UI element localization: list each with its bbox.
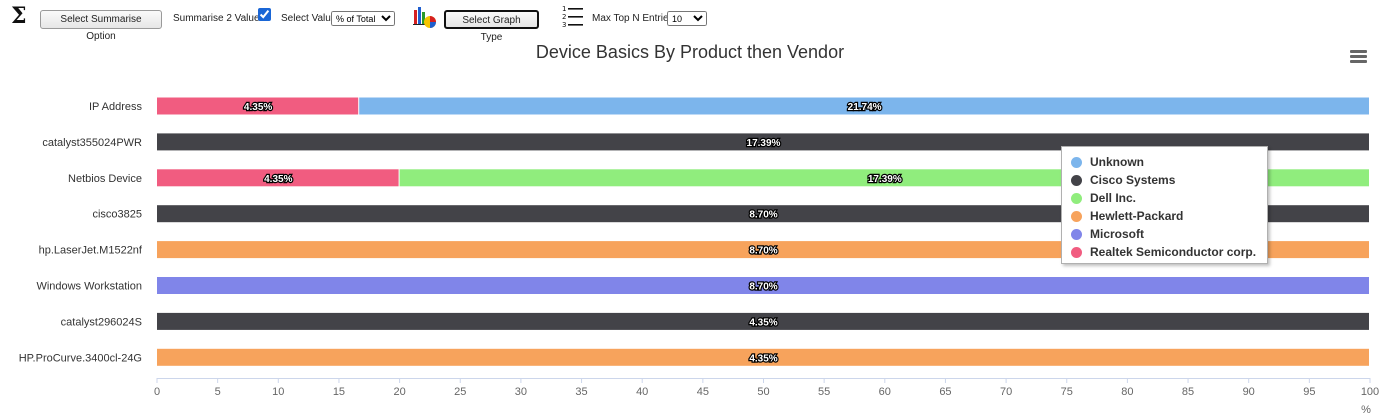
legend-item[interactable]: Unknown xyxy=(1071,153,1267,171)
x-axis-tick-label: 60 xyxy=(879,386,891,398)
x-axis-tick-label: 5 xyxy=(215,386,221,398)
x-axis-tick-label: 65 xyxy=(939,386,951,398)
bar-segment xyxy=(157,348,1369,366)
x-axis-tick-label: 50 xyxy=(757,386,769,398)
x-axis-tick-label: 15 xyxy=(333,386,345,398)
hamburger-menu-icon[interactable] xyxy=(1349,49,1369,65)
legend-item[interactable]: Hewlett-Packard xyxy=(1071,207,1267,225)
legend-item[interactable]: Cisco Systems xyxy=(1071,171,1267,189)
svg-text:1: 1 xyxy=(562,5,566,13)
legend-item-label: Cisco Systems xyxy=(1090,173,1176,187)
data-label: 8.70% xyxy=(749,282,777,293)
category-label: IP Address xyxy=(89,101,142,113)
x-axis-tick-label: 40 xyxy=(636,386,648,398)
legend-item-label: Unknown xyxy=(1090,155,1144,169)
category-label: HP.ProCurve.3400cl-24G xyxy=(19,352,142,364)
x-axis-tick-label: 20 xyxy=(393,386,405,398)
summarise-2-values-checkbox[interactable] xyxy=(258,8,271,21)
category-label: catalyst355024PWR xyxy=(42,137,142,149)
x-axis-tick-label: 30 xyxy=(515,386,527,398)
x-axis-tick-label: 90 xyxy=(1243,386,1255,398)
legend-item-label: Microsoft xyxy=(1090,227,1144,241)
toolbar: Σ Select Summarise Option Summarise 2 Va… xyxy=(0,0,1380,43)
data-label: 21.74% xyxy=(848,102,882,113)
legend-marker-icon xyxy=(1071,210,1082,222)
data-label: 4.35% xyxy=(749,317,777,328)
legend-marker-icon xyxy=(1071,174,1082,186)
data-label: 17.39% xyxy=(868,174,902,185)
x-axis-tick-label: 35 xyxy=(575,386,587,398)
x-axis-tick-label: 25 xyxy=(454,386,466,398)
max-top-n-entries-dropdown[interactable]: 10 xyxy=(667,11,707,26)
select-value-dropdown[interactable]: % of Total xyxy=(331,11,395,26)
legend-item[interactable]: Dell Inc. xyxy=(1071,189,1267,207)
category-label: Windows Workstation xyxy=(36,281,142,293)
x-axis-tick-label: 95 xyxy=(1303,386,1315,398)
legend-marker-icon xyxy=(1071,246,1082,258)
category-label: Netbios Device xyxy=(68,173,142,185)
legend-marker-icon xyxy=(1071,156,1082,168)
bar-segment xyxy=(157,312,1369,330)
select-value-label: Select Value xyxy=(281,13,337,24)
x-axis-tick-label: 70 xyxy=(1000,386,1012,398)
bar-segment xyxy=(157,277,1369,294)
data-label: 8.70% xyxy=(749,210,777,221)
select-summarise-option-button[interactable]: Select Summarise Option xyxy=(40,10,162,42)
x-axis-tick-label: 100 xyxy=(1361,386,1379,398)
data-label: 4.35% xyxy=(244,102,272,113)
bar-segment xyxy=(359,97,1369,115)
legend-marker-icon xyxy=(1071,228,1082,240)
chart-legend: Unknown Cisco Systems Dell Inc. Hewlett-Pac… xyxy=(1061,146,1268,264)
category-label: hp.LaserJet.M1522nf xyxy=(39,245,143,257)
x-axis-tick-label: 0 xyxy=(154,386,160,398)
x-axis-tick-label: 55 xyxy=(818,386,830,398)
legend-item-label: Hewlett-Packard xyxy=(1090,209,1184,223)
legend-item[interactable]: Realtek Semiconductor corp. xyxy=(1071,243,1267,261)
x-axis-tick-label: 85 xyxy=(1182,386,1194,398)
numbered-list-icon: 1 2 3 xyxy=(562,5,583,28)
category-label: cisco3825 xyxy=(92,209,142,221)
x-axis-tick-label: 45 xyxy=(697,386,709,398)
sigma-icon[interactable]: Σ xyxy=(11,3,27,29)
data-label: 4.35% xyxy=(749,353,777,364)
select-graph-type-button[interactable]: Select Graph Type xyxy=(444,10,539,43)
svg-text:2: 2 xyxy=(562,13,566,21)
legend-item[interactable]: Microsoft xyxy=(1071,225,1267,243)
bar-segment xyxy=(157,169,399,187)
x-axis-unit-label: % xyxy=(1361,404,1371,414)
summarise-2-values-label: Summarise 2 Values xyxy=(173,13,265,24)
x-axis-tick-label: 80 xyxy=(1121,386,1133,398)
x-axis-tick-label: 10 xyxy=(272,386,284,398)
chart-title: Device Basics By Product then Vendor xyxy=(535,42,845,62)
bar-segment xyxy=(157,97,359,115)
data-label: 8.70% xyxy=(749,246,777,257)
data-label: 4.35% xyxy=(264,174,292,185)
graph-type-icon[interactable] xyxy=(412,4,438,30)
category-label: catalyst296024S xyxy=(61,316,142,328)
x-axis-tick-label: 75 xyxy=(1061,386,1073,398)
data-label: 17.39% xyxy=(747,138,781,149)
legend-marker-icon xyxy=(1071,192,1082,204)
legend-item-label: Dell Inc. xyxy=(1090,191,1137,205)
max-top-n-entries-label: Max Top N Entries xyxy=(592,13,674,24)
svg-text:3: 3 xyxy=(562,21,566,28)
legend-item-label: Realtek Semiconductor corp. xyxy=(1090,245,1257,259)
